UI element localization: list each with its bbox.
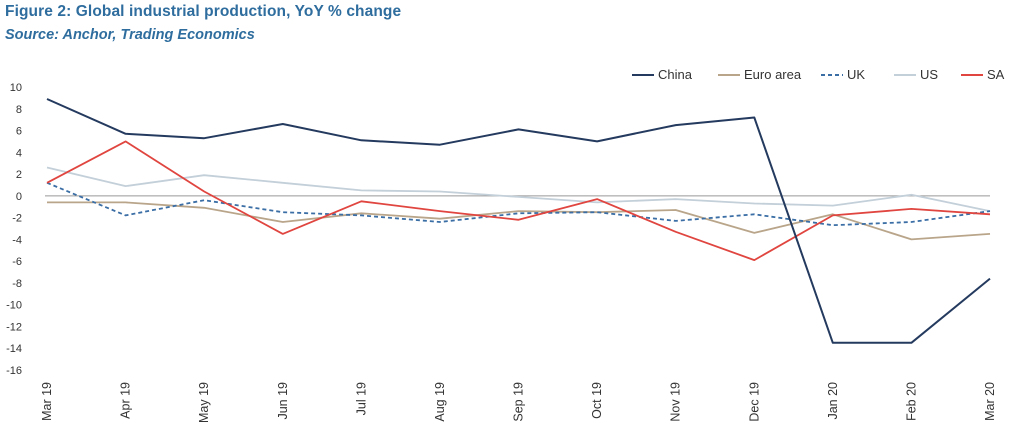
y-tick-label: 2 [16,169,22,181]
x-tick-label: May 19 [197,382,211,423]
legend-label-china: China [658,67,693,82]
y-tick-label: 8 [16,104,22,116]
x-tick-label: Apr 19 [119,382,133,419]
x-tick-label: Mar 20 [983,382,997,421]
series-lines [46,98,991,344]
y-tick-label: 0 [16,191,22,203]
y-tick-label: -6 [12,256,22,268]
y-tick-label: -8 [12,278,22,290]
x-tick-label: Mar 19 [40,382,54,421]
y-tick-label: -4 [12,234,22,246]
x-tick-label: Feb 20 [904,382,918,421]
x-tick-label: Aug 19 [433,382,447,422]
y-tick-label: -10 [6,300,22,312]
y-axis: 10 8 6 4 2 0 -2 -4 -6 -8 -10 -12 -14 -16 [6,82,22,377]
figure-source: Source: Anchor, Trading Economics [5,27,255,43]
x-tick-label: Oct 19 [590,382,604,419]
legend-label-uk: UK [847,67,865,82]
y-tick-label: 10 [10,82,22,94]
y-tick-label: 4 [16,147,22,159]
y-tick-label: -12 [6,321,22,333]
x-tick-label: Dec 19 [747,382,761,422]
series-line-euro-area [47,201,991,241]
y-tick-label: 6 [16,126,22,138]
x-tick-label: Nov 19 [669,382,683,422]
x-tick-label: Jan 20 [826,382,840,420]
legend-label-sa: SA [987,67,1005,82]
series-line-china [46,98,991,344]
x-axis: Mar 19 Apr 19 May 19 Jun 19 Jul 19 Aug 19 Sep … [40,382,997,423]
figure-title: Figure 2: Global industrial production, … [5,3,402,20]
x-tick-label: Jul 19 [354,382,368,415]
y-tick-label: -14 [6,343,22,355]
legend-label-us: US [920,67,938,82]
series-line-us [46,166,991,212]
x-tick-label: Jun 19 [276,382,290,420]
y-tick-label: -16 [6,365,22,377]
series-line-sa [46,140,991,262]
chart-legend: China Euro area UK US SA [632,67,1005,82]
y-tick-label: -2 [12,213,22,225]
x-tick-label: Sep 19 [512,382,526,422]
legend-label-euro-area: Euro area [744,67,802,82]
